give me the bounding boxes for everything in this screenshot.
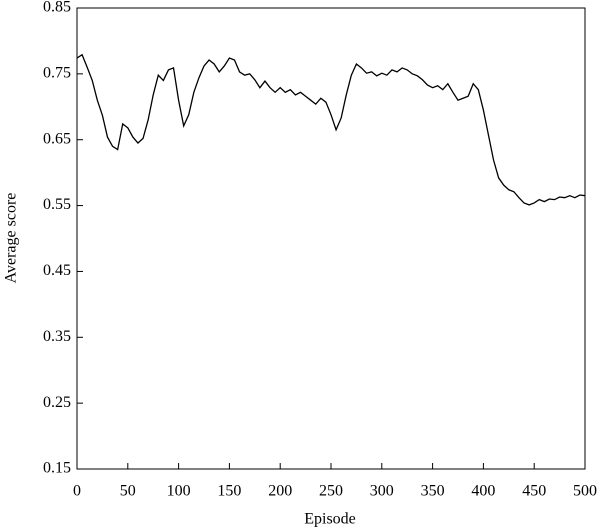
y-axis-label: Average score: [3, 193, 20, 284]
y-tick-label: 0.15: [43, 460, 71, 477]
x-tick-label: 250: [319, 483, 343, 500]
y-tick-label: 0.55: [43, 196, 71, 213]
x-axis-label: Episode: [304, 511, 356, 528]
y-tick-label: 0.35: [43, 328, 71, 345]
x-tick-label: 100: [167, 483, 191, 500]
y-tick-label: 0.25: [43, 394, 71, 411]
x-tick-label: 500: [573, 483, 597, 500]
x-tick-label: 150: [217, 483, 241, 500]
y-tick-label: 0.85: [43, 0, 71, 16]
plot-frame: [76, 7, 586, 470]
y-tick-label: 0.65: [43, 130, 71, 147]
x-tick-label: 400: [471, 483, 495, 500]
data-line: [76, 53, 586, 206]
y-tick-label: 0.45: [43, 262, 71, 279]
y-tick-label: 0.75: [43, 65, 71, 82]
x-tick-label: 350: [421, 483, 445, 500]
x-tick-label: 0: [73, 483, 81, 500]
x-tick-label: 450: [522, 483, 546, 500]
x-tick-label: 200: [268, 483, 292, 500]
x-tick-label: 300: [370, 483, 394, 500]
x-tick-label: 50: [120, 483, 136, 500]
